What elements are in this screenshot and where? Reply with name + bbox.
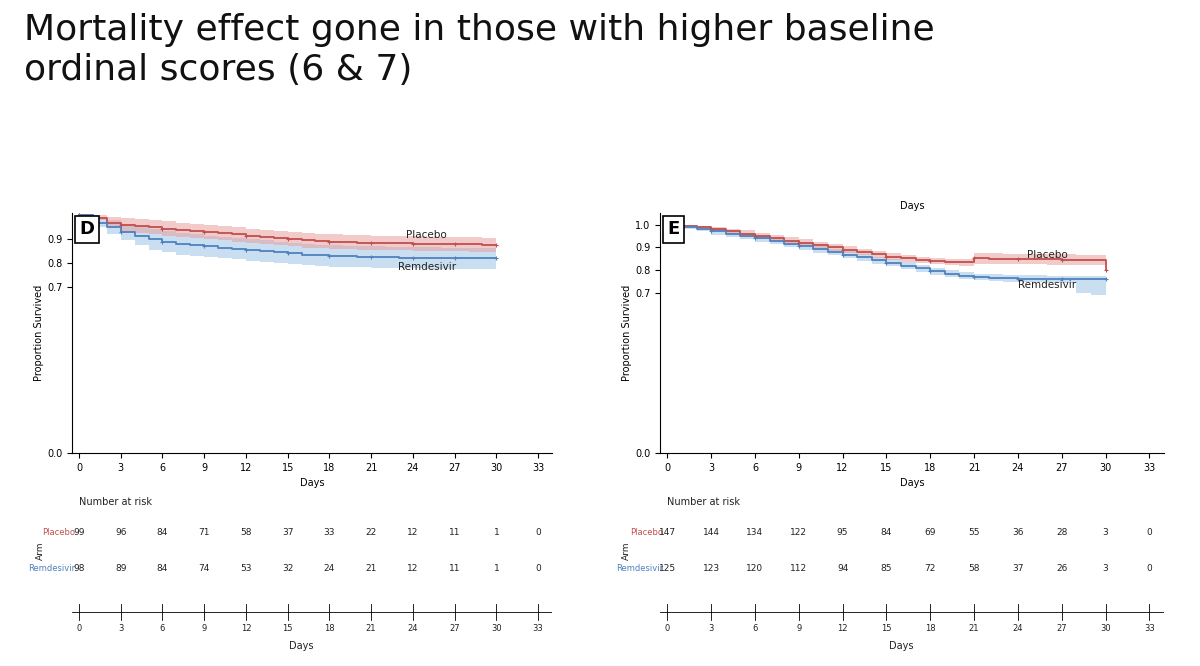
Text: Arm: Arm: [36, 541, 44, 559]
Text: E: E: [667, 220, 680, 238]
Text: 33: 33: [1144, 623, 1154, 633]
Text: Remdesivir: Remdesivir: [1018, 280, 1076, 290]
Text: 37: 37: [282, 528, 294, 537]
Text: 98: 98: [73, 563, 85, 573]
Text: 58: 58: [240, 528, 252, 537]
Text: 22: 22: [366, 528, 377, 537]
Text: Days: Days: [889, 641, 913, 651]
Text: 9: 9: [202, 623, 206, 633]
Text: 24: 24: [324, 563, 335, 573]
Text: 0: 0: [665, 623, 670, 633]
Text: 1: 1: [493, 528, 499, 537]
Text: 28: 28: [1056, 528, 1068, 537]
Text: 120: 120: [746, 563, 763, 573]
Text: 0: 0: [77, 623, 82, 633]
Text: 84: 84: [881, 528, 892, 537]
X-axis label: Days: Days: [300, 478, 324, 488]
Text: Placebo: Placebo: [630, 528, 662, 537]
Text: 144: 144: [703, 528, 720, 537]
Text: 37: 37: [1012, 563, 1024, 573]
Text: 3: 3: [708, 623, 714, 633]
Text: Number at risk: Number at risk: [667, 497, 740, 507]
X-axis label: Days: Days: [900, 478, 924, 488]
Text: 30: 30: [491, 623, 502, 633]
Text: 84: 84: [157, 528, 168, 537]
Text: 12: 12: [838, 623, 848, 633]
Text: 12: 12: [407, 528, 419, 537]
Text: 99: 99: [73, 528, 85, 537]
Text: 24: 24: [1013, 623, 1024, 633]
Text: 11: 11: [449, 563, 461, 573]
Text: 69: 69: [924, 528, 936, 537]
Text: 84: 84: [157, 563, 168, 573]
Text: 3: 3: [118, 623, 124, 633]
Text: 3: 3: [1103, 528, 1109, 537]
Text: Remdesivir: Remdesivir: [397, 262, 456, 272]
Text: 112: 112: [791, 563, 808, 573]
Text: 71: 71: [198, 528, 210, 537]
Text: 74: 74: [198, 563, 210, 573]
Text: 15: 15: [282, 623, 293, 633]
Text: 24: 24: [408, 623, 418, 633]
Text: 6: 6: [752, 623, 757, 633]
Text: 26: 26: [1056, 563, 1068, 573]
Text: 134: 134: [746, 528, 763, 537]
Text: 147: 147: [659, 528, 676, 537]
Text: Arm: Arm: [622, 541, 631, 559]
Text: 58: 58: [968, 563, 980, 573]
Text: 123: 123: [702, 563, 720, 573]
Text: 53: 53: [240, 563, 252, 573]
Text: 33: 33: [324, 528, 335, 537]
Text: 21: 21: [968, 623, 979, 633]
Text: 3: 3: [1103, 563, 1109, 573]
Text: D: D: [79, 220, 95, 238]
Text: Placebo: Placebo: [1027, 250, 1068, 260]
Text: Remdesivir: Remdesivir: [616, 563, 662, 573]
Text: 0: 0: [1146, 563, 1152, 573]
Text: 0: 0: [535, 528, 541, 537]
Text: 122: 122: [791, 528, 808, 537]
Text: 89: 89: [115, 563, 126, 573]
Text: 11: 11: [449, 528, 461, 537]
Text: 0: 0: [1146, 528, 1152, 537]
Text: 85: 85: [881, 563, 892, 573]
Text: 33: 33: [533, 623, 544, 633]
Text: 72: 72: [924, 563, 936, 573]
Text: 12: 12: [407, 563, 419, 573]
Text: Days: Days: [289, 641, 314, 651]
Text: 9: 9: [796, 623, 802, 633]
Text: 36: 36: [1012, 528, 1024, 537]
Text: Placebo: Placebo: [42, 528, 74, 537]
Text: 125: 125: [659, 563, 676, 573]
Text: Mortality effect gone in those with higher baseline
ordinal scores (6 & 7): Mortality effect gone in those with high…: [24, 13, 935, 87]
Text: 27: 27: [1056, 623, 1067, 633]
Text: 96: 96: [115, 528, 126, 537]
Text: 15: 15: [881, 623, 892, 633]
Y-axis label: Proportion Survived: Proportion Survived: [34, 285, 44, 381]
Y-axis label: Proportion Survived: Proportion Survived: [622, 285, 632, 381]
Text: 12: 12: [241, 623, 251, 633]
Text: 6: 6: [160, 623, 166, 633]
Text: 94: 94: [836, 563, 848, 573]
Text: 32: 32: [282, 563, 293, 573]
Text: 21: 21: [366, 563, 377, 573]
Title: Days: Days: [900, 201, 924, 211]
Text: 27: 27: [449, 623, 460, 633]
Text: 55: 55: [968, 528, 980, 537]
Text: 1: 1: [493, 563, 499, 573]
Text: 21: 21: [366, 623, 377, 633]
Text: 18: 18: [324, 623, 335, 633]
Text: 0: 0: [535, 563, 541, 573]
Text: Number at risk: Number at risk: [79, 497, 152, 507]
Text: 18: 18: [925, 623, 936, 633]
Text: Remdesivir: Remdesivir: [28, 563, 74, 573]
Text: 30: 30: [1100, 623, 1111, 633]
Text: 95: 95: [836, 528, 848, 537]
Text: Placebo: Placebo: [407, 230, 448, 240]
